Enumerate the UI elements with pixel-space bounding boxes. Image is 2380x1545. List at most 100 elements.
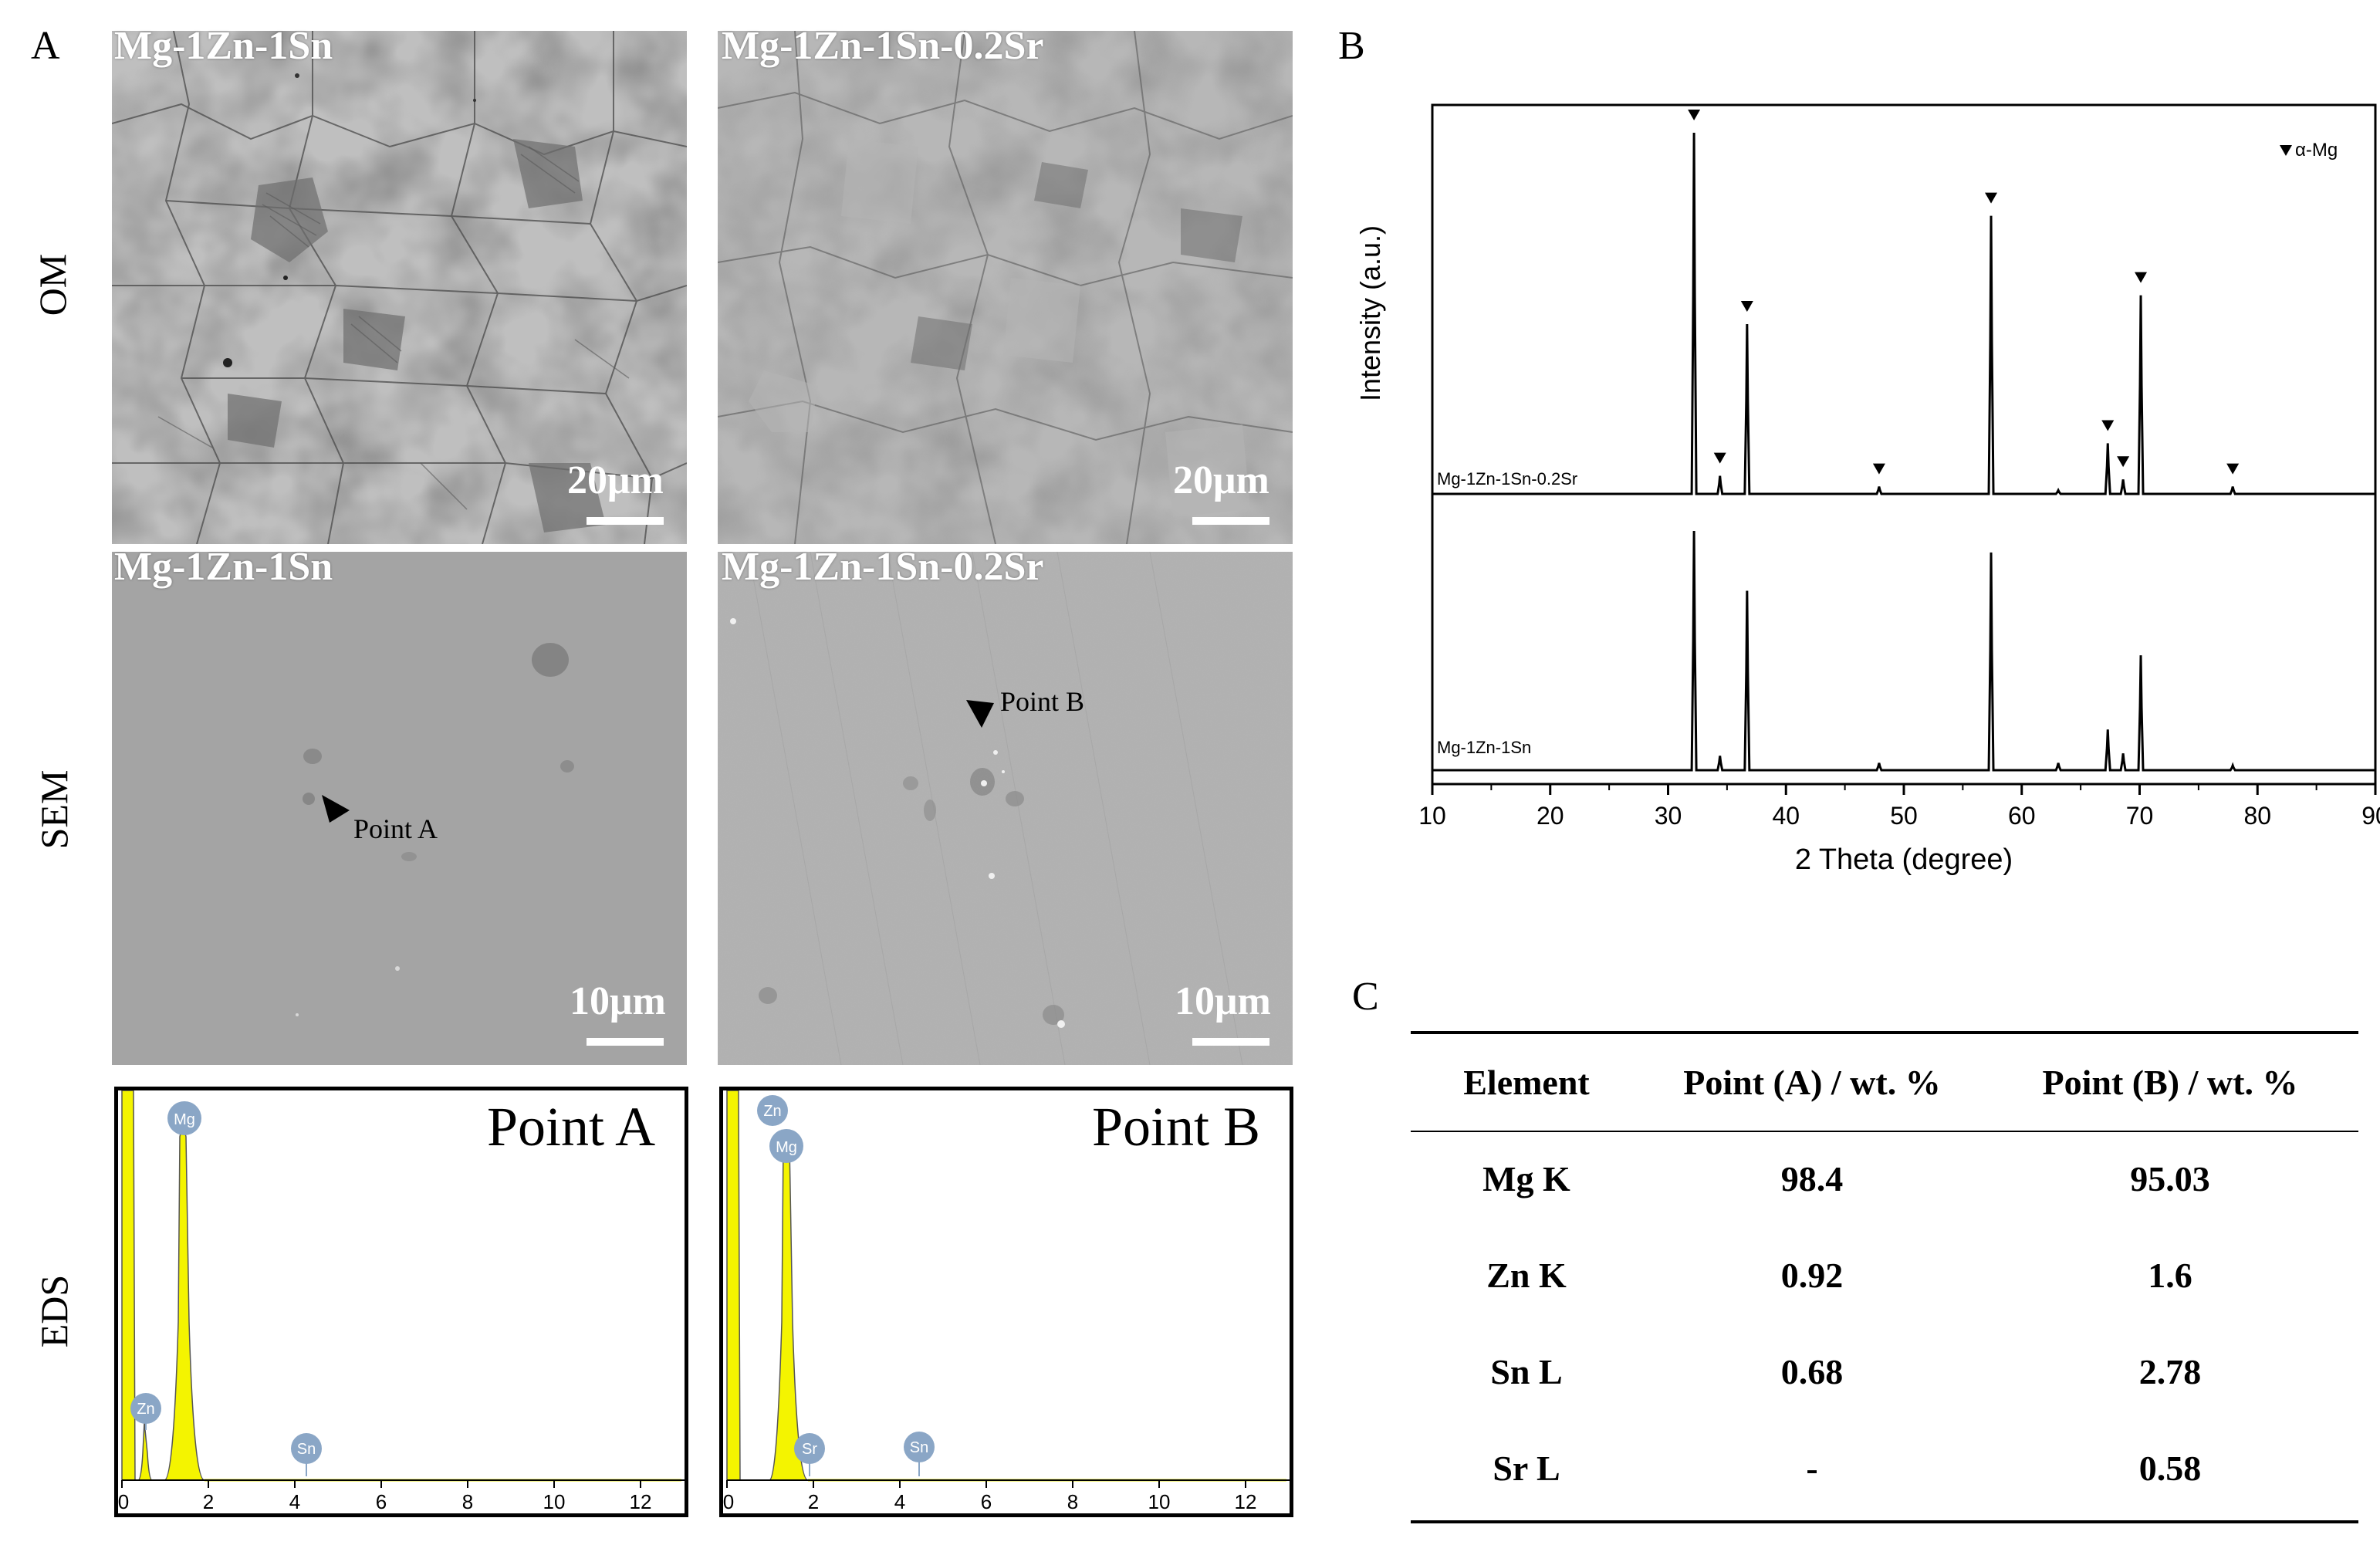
xrd-series-label-base: Mg-1Zn-1Sn (1437, 738, 1531, 757)
xrd-series-label-0.2sr: Mg-1Zn-1Sn-0.2Sr (1437, 469, 1577, 489)
om-scale-text-2: 20μm (1173, 458, 1269, 502)
alpha-mg-peak-marker-icon (1740, 301, 1753, 313)
eds-a-tick-2: 2 (203, 1490, 214, 1513)
eds-a-tick-8: 8 (462, 1490, 473, 1513)
table-top-rule (1411, 1031, 2358, 1034)
eds-b-peak-zn-label: Zn (763, 1103, 781, 1120)
row-label-eds: EDS (32, 1274, 76, 1348)
point-b-arrow-icon (966, 700, 994, 728)
xrd-x-tick-label: 60 (2008, 802, 2036, 830)
cell-point-a: 98.4 (1780, 1159, 1844, 1198)
panel-b-letter: B (1338, 24, 1365, 68)
xrd-x-tick-label: 40 (1772, 802, 1800, 830)
om-title-2: Mg-1Zn-1Sn-0.2Sr (722, 24, 1044, 68)
sem-scale-bar-1 (587, 1038, 664, 1046)
table-header-rule (1411, 1131, 2358, 1132)
alpha-mg-peak-marker-icon (2135, 272, 2148, 283)
xrd-x-axis-label: 2 Theta (degree) (1795, 843, 2013, 876)
eds-peak-marker-zn: Zn (757, 1095, 788, 1126)
alpha-mg-marker-icon (2280, 145, 2292, 156)
composition-table: Element Point (A) / wt. % Point (B) / wt… (1411, 1034, 2358, 1516)
table-bottom-rule (1411, 1520, 2358, 1523)
cell-element: Sr L (1493, 1449, 1560, 1488)
cell-point-b: 1.6 (2148, 1256, 2192, 1295)
xrd-x-tick-label: 30 (1655, 802, 1682, 830)
xrd-x-ticks: 10 20 30 40 50 60 70 80 90 (1418, 784, 2380, 830)
eds-title-point-b: Point B (1092, 1096, 1261, 1158)
eds-peak-marker-mg: Mg (167, 1101, 201, 1135)
eds-b-tick-4: 4 (894, 1490, 905, 1513)
xrd-chart: 10 20 30 40 50 60 70 80 90 2 Theta (degree) Inte… (1354, 103, 2380, 876)
cell-point-b: 2.78 (2138, 1352, 2202, 1391)
eds-b-tick-10: 10 (1148, 1490, 1171, 1513)
xrd-y-axis-label: Intensity (a.u.) (1354, 225, 1386, 401)
eds-peak-marker-sn: Sn (291, 1433, 322, 1476)
xrd-series-line (1432, 132, 2375, 495)
point-b-label: Point B (1000, 686, 1085, 717)
eds-title-point-a: Point A (487, 1096, 656, 1158)
xrd-x-tick-label: 80 (2243, 802, 2271, 830)
table-row: Mg K 98.4 95.03 (1411, 1131, 2358, 1227)
eds-a-peak-sn-label: Sn (297, 1441, 316, 1458)
eds-b-peak-sr-label: Sr (802, 1441, 817, 1458)
eds-peak-marker-mg: Mg (769, 1129, 803, 1163)
cell-element: Zn K (1486, 1256, 1567, 1295)
sem-title-2: Mg-1Zn-1Sn-0.2Sr (722, 545, 1044, 589)
eds-b-tick-2: 2 (808, 1490, 819, 1513)
cell-point-a: - (1806, 1449, 1818, 1488)
alpha-mg-peak-marker-icon (1713, 452, 1726, 464)
xrd-x-tick-label: 10 (1418, 802, 1446, 830)
row-label-sem: SEM (32, 769, 76, 850)
header-point-a: Point (A) / wt. % (1683, 1063, 1941, 1102)
om-scale-bar-2 (1192, 517, 1269, 525)
eds-b-tick-6: 6 (981, 1490, 992, 1513)
om-scale-bar-1 (587, 517, 664, 525)
panel-a-letter: A (31, 24, 60, 68)
eds-a-tick-0: 0 (118, 1490, 129, 1513)
om-micrograph-mg-1zn-1sn (112, 31, 687, 544)
eds-a-tick-12: 12 (630, 1490, 652, 1513)
sem-title-1: Mg-1Zn-1Sn (114, 545, 333, 589)
sem-scale-text-2: 10μm (1175, 979, 1271, 1023)
alpha-mg-peak-marker-icon (2101, 420, 2115, 431)
cell-element: Mg K (1482, 1159, 1570, 1198)
point-a-arrow-icon (322, 795, 350, 823)
cell-point-b: 0.58 (2138, 1449, 2202, 1488)
xrd-x-tick-label: 70 (2126, 802, 2154, 830)
eds-a-tick-10: 10 (543, 1490, 566, 1513)
table-row: Zn K 0.92 1.6 (1411, 1227, 2358, 1324)
eds-a-peak-mg-label: Mg (174, 1111, 195, 1128)
eds-a-peak-zn-label: Zn (137, 1401, 154, 1418)
row-label-om: OM (31, 253, 74, 316)
eds-peak-marker-zn: Zn (130, 1393, 161, 1430)
eds-peak-marker-sr: Sr (794, 1433, 825, 1476)
xrd-legend-label: α-Mg (2295, 140, 2338, 161)
sem-micrograph-mg-1zn-1sn (112, 552, 687, 1065)
eds-a-tick-6: 6 (376, 1490, 387, 1513)
om-title-1: Mg-1Zn-1Sn (114, 24, 333, 68)
table-row: Sn L 0.68 2.78 (1411, 1324, 2358, 1420)
point-a-label: Point A (353, 813, 438, 844)
alpha-mg-peak-marker-icon (1688, 110, 1701, 120)
table-header-row: Element Point (A) / wt. % Point (B) / wt… (1411, 1034, 2358, 1131)
eds-b-tick-8: 8 (1067, 1490, 1078, 1513)
alpha-mg-peak-marker-icon (1872, 463, 1885, 475)
sem-micrograph-mg-1zn-1sn-0.2sr (718, 552, 1293, 1065)
eds-peak-marker-sn: Sn (904, 1432, 935, 1476)
alpha-mg-peak-marker-icon (1985, 192, 1998, 204)
sem-scale-text-1: 10μm (570, 979, 666, 1023)
table-row: Sr L - 0.58 (1411, 1420, 2358, 1516)
xrd-x-tick-label: 90 (2361, 802, 2380, 830)
xrd-x-tick-label: 20 (1537, 802, 1564, 830)
xrd-series-line (1432, 530, 2375, 772)
cell-point-a: 0.92 (1780, 1256, 1844, 1295)
eds-b-peak-sn-label: Sn (910, 1439, 928, 1456)
om-scale-text-1: 20μm (567, 458, 664, 502)
eds-b-tick-12: 12 (1235, 1490, 1257, 1513)
eds-b-tick-0: 0 (723, 1490, 734, 1513)
eds-b-peak-mg-label: Mg (776, 1139, 797, 1156)
eds-spectrum-point-b: Zn Mg Sr Sn 0 2 4 6 8 10 12 Point B (719, 1087, 1293, 1517)
om-micrograph-mg-1zn-1sn-0.2sr (718, 31, 1293, 544)
xrd-plot-frame (1431, 103, 2377, 786)
xrd-x-tick-label: 50 (1890, 802, 1918, 830)
